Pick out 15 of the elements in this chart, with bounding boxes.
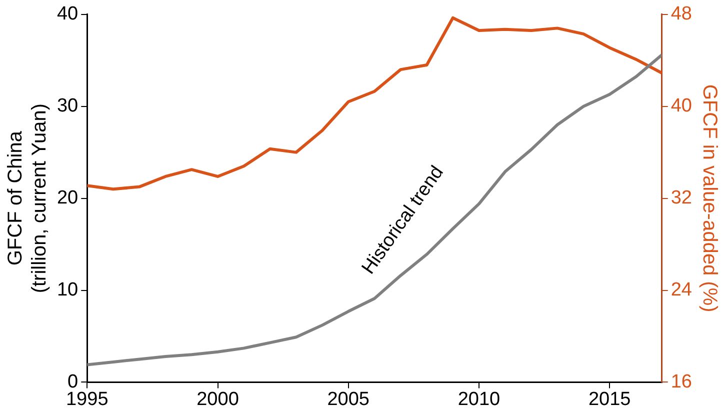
y-tick-label: 20	[56, 188, 78, 209]
y2-tick-label: 48	[670, 4, 692, 25]
x-tick-label: 2000	[196, 388, 239, 410]
y2-tick-label: 40	[670, 96, 692, 117]
y-tick-label: 30	[56, 96, 78, 117]
y2-axis-title: GFCF in value-added (%)	[698, 84, 720, 312]
y2-tick-label: 32	[670, 188, 692, 209]
x-tick-label: 2010	[458, 388, 500, 410]
y-axis-title: GFCF of China (trillion, current Yuan)	[4, 103, 51, 294]
y2-tick-label: 16	[670, 371, 692, 392]
x-tick-label: 2005	[327, 388, 370, 410]
x-tick-label: 2015	[588, 388, 631, 410]
y-tick-label: 40	[56, 4, 78, 25]
y2-tick-label: 24	[670, 279, 692, 300]
y-tick-label: 10	[56, 279, 78, 300]
